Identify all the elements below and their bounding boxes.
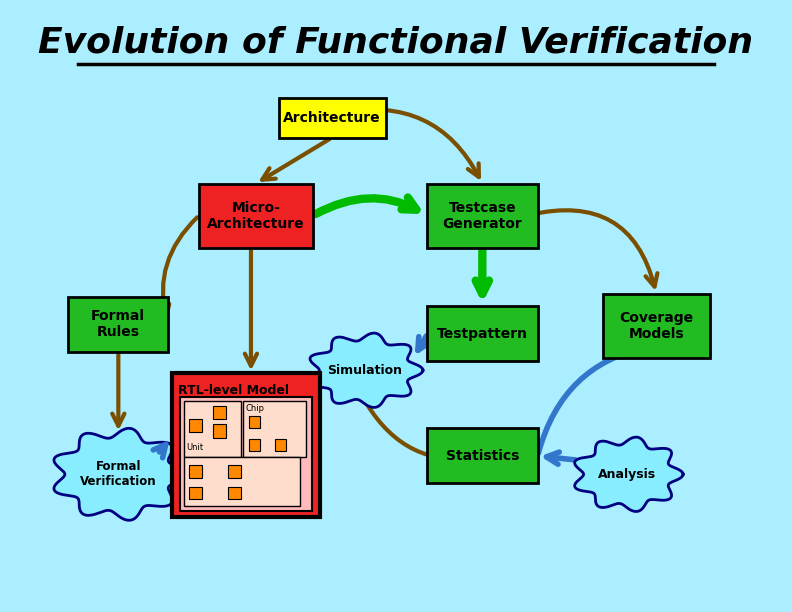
FancyBboxPatch shape bbox=[214, 424, 226, 438]
FancyBboxPatch shape bbox=[172, 373, 320, 517]
FancyBboxPatch shape bbox=[427, 306, 538, 361]
FancyBboxPatch shape bbox=[427, 184, 538, 248]
Text: Formal
Rules: Formal Rules bbox=[91, 309, 145, 340]
Text: Testcase
Generator: Testcase Generator bbox=[443, 201, 522, 231]
FancyBboxPatch shape bbox=[189, 487, 202, 499]
FancyBboxPatch shape bbox=[199, 184, 313, 248]
Text: Micro-
Architecture: Micro- Architecture bbox=[208, 201, 305, 231]
Text: RTL-level Model: RTL-level Model bbox=[178, 384, 289, 397]
Text: Chip: Chip bbox=[246, 404, 265, 413]
FancyBboxPatch shape bbox=[279, 98, 386, 138]
Text: Architecture: Architecture bbox=[284, 111, 381, 125]
FancyBboxPatch shape bbox=[180, 397, 312, 511]
FancyBboxPatch shape bbox=[68, 297, 168, 352]
Text: Formal
Verification: Formal Verification bbox=[80, 460, 157, 488]
FancyBboxPatch shape bbox=[275, 439, 286, 451]
Text: Analysis: Analysis bbox=[598, 468, 657, 481]
FancyBboxPatch shape bbox=[228, 487, 241, 499]
FancyBboxPatch shape bbox=[604, 294, 710, 358]
Text: Unit: Unit bbox=[187, 443, 204, 452]
FancyBboxPatch shape bbox=[243, 401, 307, 457]
Text: Coverage
Models: Coverage Models bbox=[619, 311, 694, 341]
FancyBboxPatch shape bbox=[427, 428, 538, 483]
Polygon shape bbox=[310, 333, 423, 408]
FancyBboxPatch shape bbox=[228, 465, 241, 477]
FancyBboxPatch shape bbox=[189, 465, 202, 477]
Polygon shape bbox=[575, 437, 683, 512]
Text: Statistics: Statistics bbox=[446, 449, 519, 463]
FancyBboxPatch shape bbox=[249, 439, 260, 451]
Text: Testpattern: Testpattern bbox=[437, 327, 527, 340]
Text: Simulation: Simulation bbox=[327, 364, 402, 377]
FancyBboxPatch shape bbox=[184, 457, 300, 506]
FancyBboxPatch shape bbox=[189, 419, 202, 432]
Polygon shape bbox=[54, 428, 186, 520]
Text: Evolution of Functional Verification: Evolution of Functional Verification bbox=[39, 26, 753, 60]
FancyBboxPatch shape bbox=[249, 416, 260, 428]
FancyBboxPatch shape bbox=[184, 401, 241, 457]
FancyBboxPatch shape bbox=[214, 406, 226, 419]
